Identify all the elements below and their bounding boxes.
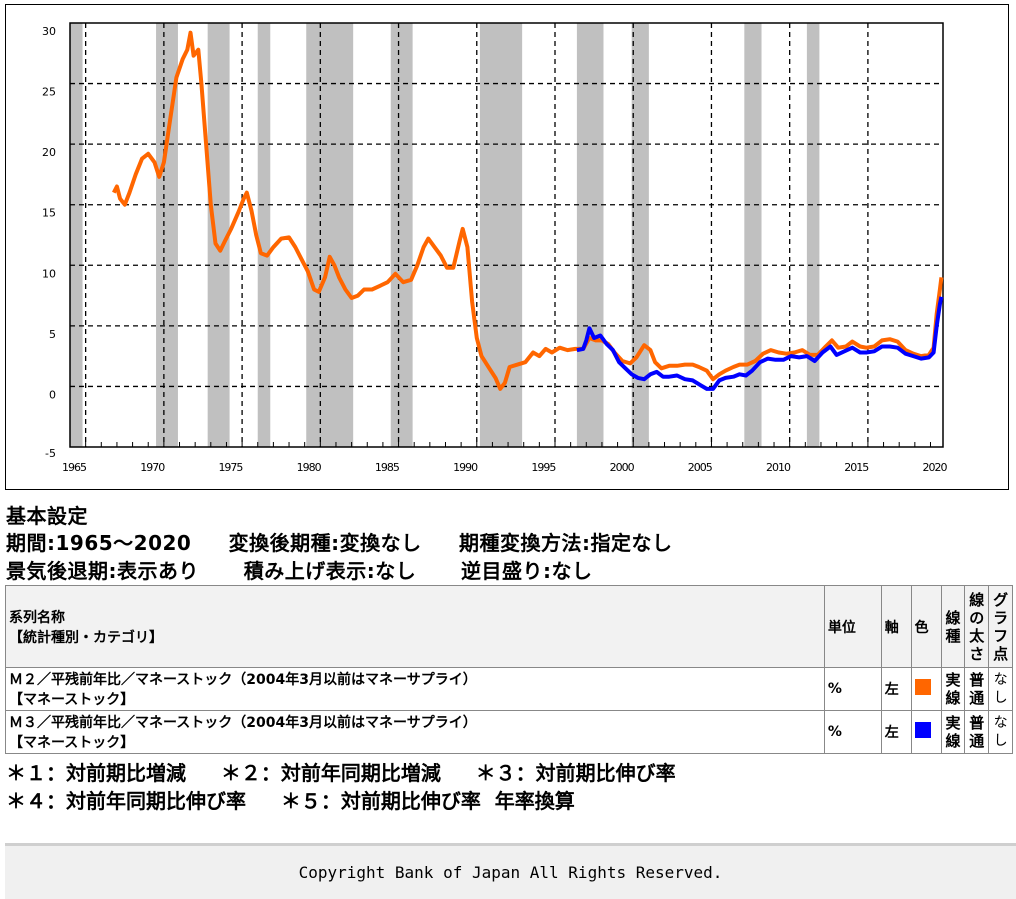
- color-swatch-blue: [914, 722, 931, 738]
- y-tick-label: 5: [49, 328, 56, 341]
- recession-band: [156, 23, 178, 447]
- x-tick-label: 2005: [688, 461, 713, 474]
- table-row: Ｍ２／平残前年比／マネーストック（2004年3月以前はマネーサプライ） 【マネー…: [5, 667, 1013, 711]
- header-color: 色: [910, 585, 942, 668]
- settings-row-display: 景気後退期:表示あり 積み上げ表示:なし 逆目盛り:なし: [6, 559, 593, 583]
- recession-band: [70, 23, 83, 447]
- color-cell: [910, 667, 942, 711]
- header-axis: 軸: [880, 585, 912, 668]
- settings-row-period: 期間:1965～2020 変換後期種:変換なし 期種変換方法:指定なし: [6, 531, 673, 555]
- notes-line-2: ＊４：対前年同期比伸び率 ＊５：対前期比伸び率 年率換算: [6, 789, 575, 813]
- series-name-cell: Ｍ２／平残前年比／マネーストック（2004年3月以前はマネーサプライ） 【マネー…: [5, 667, 825, 711]
- graph-point-cell: なし: [988, 710, 1013, 754]
- x-tick-label: 2010: [766, 461, 791, 474]
- series-name-cell: Ｍ３／平残前年比／マネーストック（2004年3月以前はマネーサプライ） 【マネー…: [5, 710, 825, 754]
- recession-band: [576, 23, 604, 447]
- plot-frame: [69, 22, 944, 448]
- recession-band: [306, 23, 354, 447]
- table-row: Ｍ３／平残前年比／マネーストック（2004年3月以前はマネーサプライ） 【マネー…: [5, 710, 1013, 754]
- header-line-width: 線の太さ: [964, 585, 990, 668]
- y-tick-label: 20: [42, 146, 56, 159]
- color-swatch-orange: [914, 679, 931, 695]
- header-graph-point: グラフ点: [988, 585, 1013, 668]
- series-table: 系列名称 【統計種別・カテゴリ】 単位 軸 色 線種 線の太さ グラフ点 Ｍ２／…: [5, 585, 1013, 754]
- line-type-cell: 実線: [940, 710, 966, 754]
- series-table-header: 系列名称 【統計種別・カテゴリ】 単位 軸 色 線種 線の太さ グラフ点: [5, 585, 1013, 668]
- y-tick-label: 25: [42, 86, 56, 99]
- line-type-cell: 実線: [940, 667, 966, 711]
- x-tick-label: 1970: [140, 461, 165, 474]
- recession-band: [390, 23, 413, 447]
- unit-cell: %: [823, 667, 882, 711]
- copyright-text: Copyright Bank of Japan All Rights Reser…: [298, 863, 723, 882]
- x-tick-label: 1990: [453, 461, 478, 474]
- y-tick-label: 10: [42, 267, 56, 280]
- x-tick-label: 1980: [297, 461, 322, 474]
- header-unit: 単位: [823, 585, 882, 668]
- y-tick-label: 0: [49, 388, 56, 401]
- recession-band: [207, 23, 230, 447]
- recession-band: [744, 23, 762, 447]
- recession-bands: [70, 23, 820, 447]
- x-tick-label: 1995: [531, 461, 556, 474]
- graph-point-cell: なし: [988, 667, 1013, 711]
- y-tick-label: -5: [45, 447, 56, 460]
- line-width-cell: 普通: [964, 667, 990, 711]
- recession-band: [806, 23, 820, 447]
- x-tick-label: 2015: [844, 461, 869, 474]
- recession-band: [479, 23, 523, 447]
- chart-container: -5 0 5 10 15 20 25 30 1965 1970 1975 1980 1985 1990 19…: [5, 4, 1009, 490]
- footer: Copyright Bank of Japan All Rights Reser…: [5, 843, 1016, 899]
- y-tick-label: 30: [42, 25, 56, 38]
- axis-cell: 左: [880, 667, 912, 711]
- notes-line-1: ＊１：対前期比増減 ＊２：対前年同期比増減 ＊３：対前期比伸び率: [6, 761, 676, 785]
- x-tick-label: 1975: [218, 461, 243, 474]
- header-series-name: 系列名称 【統計種別・カテゴリ】: [5, 585, 825, 668]
- x-tick-label: 2020: [922, 461, 947, 474]
- x-axis-labels: 1965 1970 1975 1980 1985 1990 1995 2000 2005 2010…: [62, 461, 948, 474]
- y-tick-label: 15: [42, 207, 56, 220]
- unit-cell: %: [823, 710, 882, 754]
- recession-band: [631, 23, 649, 447]
- series-m2-line: [112, 30, 944, 391]
- x-tick-label: 1965: [62, 461, 87, 474]
- x-tick-label: 1985: [375, 461, 400, 474]
- axis-cell: 左: [880, 710, 912, 754]
- series-m3-line: [576, 296, 944, 391]
- color-cell: [910, 710, 942, 754]
- x-tick-label: 2000: [610, 461, 635, 474]
- header-line-type: 線種: [940, 585, 966, 668]
- y-axis-labels: -5 0 5 10 15 20 25 30: [42, 25, 56, 460]
- line-width-cell: 普通: [964, 710, 990, 754]
- settings-title: 基本設定: [6, 504, 88, 528]
- recession-band: [257, 23, 271, 447]
